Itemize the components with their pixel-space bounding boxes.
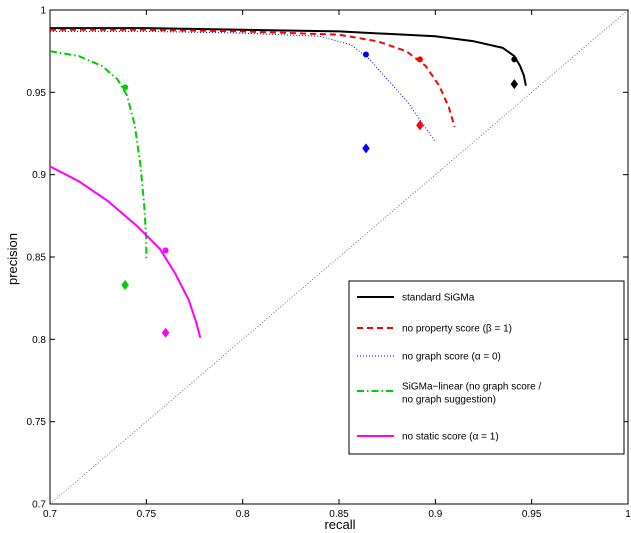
legend-label-3-line-1: no graph suggestion) <box>402 395 496 406</box>
y-axis-label: precision <box>5 233 20 285</box>
legend-label-0: standard SiGMa <box>402 293 475 304</box>
series-diamond-marker-3 <box>121 279 129 290</box>
x-tick-label: 0.9 <box>428 509 442 520</box>
y-tick-label: 0.8 <box>32 335 46 346</box>
y-tick-label: 0.7 <box>32 500 46 511</box>
series-dot-marker-2 <box>362 51 369 58</box>
legend-label-4: no static score (α = 1) <box>402 432 499 443</box>
legend-label-3-line-0: SiGMa−linear (no graph score / <box>402 382 541 393</box>
y-tick-label: 1 <box>40 6 46 17</box>
series-diamond-marker-4 <box>161 327 170 338</box>
x-tick-label: 0.95 <box>522 509 542 520</box>
series-line-3 <box>49 50 148 259</box>
y-tick-label: 0.95 <box>27 88 47 99</box>
x-tick-label: 0.7 <box>43 509 57 520</box>
series-dot-marker-1 <box>416 56 423 63</box>
series-dot-marker-3 <box>122 84 129 91</box>
x-tick-label: 0.8 <box>236 509 250 520</box>
series-diamond-marker-0 <box>510 79 519 90</box>
y-tick-label: 0.9 <box>32 170 46 181</box>
legend-label-2: no graph score (α = 0) <box>402 352 501 363</box>
plot-area: 0.7 0.75 0.8 0.85 0.9 0.95 1 0.7 0.75 0.8 0.85 0.9 0… <box>27 6 631 521</box>
diagonal-reference-line <box>49 9 629 505</box>
x-tick-label: 0.85 <box>329 509 349 520</box>
y-tick-label: 0.75 <box>27 417 47 428</box>
series-line-0 <box>50 27 527 86</box>
x-tick-label: 1 <box>625 509 631 520</box>
legend-label-1: no property score (β = 1) <box>402 324 512 335</box>
y-tick-label: 0.85 <box>27 253 47 264</box>
x-axis-label: recall <box>324 517 355 532</box>
series-dot-marker-0 <box>511 56 518 63</box>
series-diamond-marker-2 <box>362 143 370 154</box>
series-line-1 <box>50 28 456 128</box>
x-tick-label: 0.75 <box>137 509 157 520</box>
legend-box <box>348 280 625 455</box>
series-line-4 <box>49 165 202 338</box>
series-dot-marker-4 <box>162 247 169 254</box>
legend: standard SiGMa no property score (β = 1) n… <box>348 280 625 455</box>
